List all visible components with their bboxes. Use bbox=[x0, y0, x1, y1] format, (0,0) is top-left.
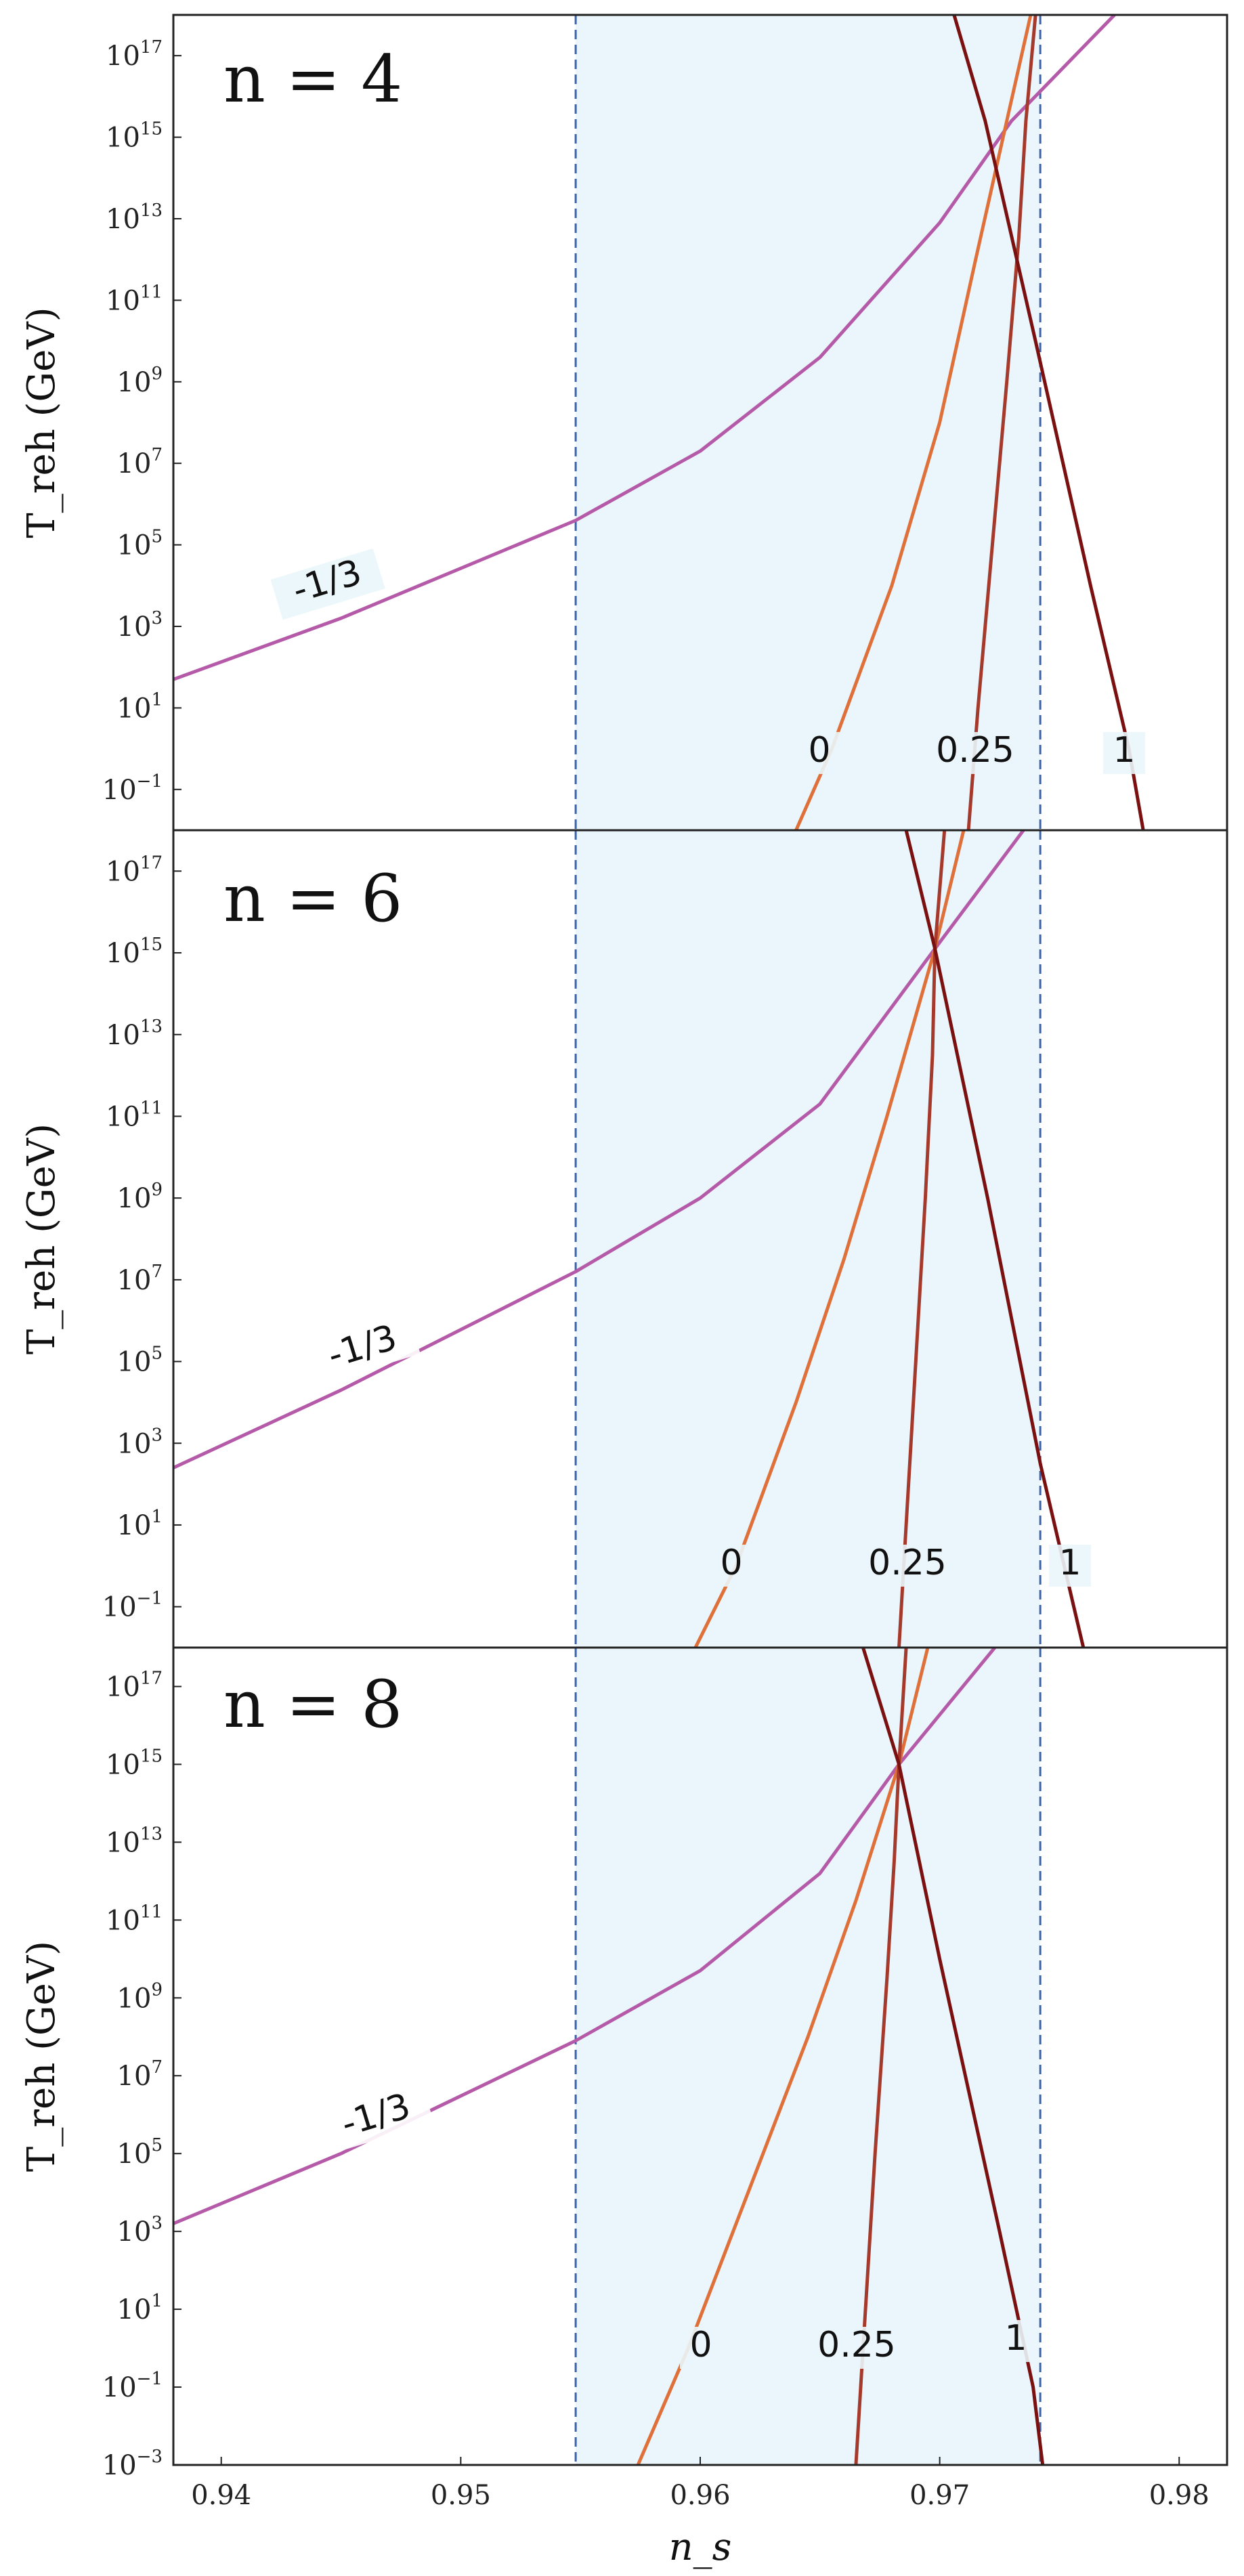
y-tick-label: 107 bbox=[117, 1262, 163, 1296]
y-tick-label: 1011 bbox=[106, 1902, 163, 1936]
panel-3: 10−3 10−1 101 103 105 107 109 1011 1013 1015 1017 0… bbox=[20, 1646, 1228, 2569]
curve-label-0: 0 bbox=[710, 1543, 752, 1587]
y-tick-label: 107 bbox=[117, 445, 163, 479]
series-line-0.25 bbox=[966, 15, 1037, 830]
y-tick-label: 1013 bbox=[106, 200, 163, 235]
panel-2: 10−1 101 103 105 107 109 1011 1013 1015 1017 T_reh… bbox=[20, 829, 1228, 1649]
series-line-1 bbox=[861, 1648, 1045, 2465]
y-tick-label: 101 bbox=[117, 689, 163, 724]
y-tick-label: 10−1 bbox=[102, 1589, 163, 1623]
y-tick-label: 1017 bbox=[106, 37, 163, 72]
svg-text:0.25: 0.25 bbox=[868, 1543, 947, 1583]
y-tick-label: 1017 bbox=[106, 1668, 163, 1702]
svg-text:1: 1 bbox=[1058, 1543, 1081, 1583]
x-tick-label: 0.96 bbox=[670, 2480, 730, 2511]
y-tick-label: 1011 bbox=[106, 282, 163, 316]
curve-label-0: 0 bbox=[680, 2325, 722, 2369]
y-tick-label: 103 bbox=[117, 2213, 163, 2248]
y-tick-label: 1013 bbox=[106, 1016, 163, 1051]
y-tick-label: 10−3 bbox=[102, 2447, 163, 2481]
y-tick-label: 1015 bbox=[106, 1746, 163, 1780]
curve-label-0.25: 0.25 bbox=[854, 1543, 961, 1587]
svg-text:0.25: 0.25 bbox=[936, 730, 1014, 771]
shaded-band bbox=[576, 830, 1041, 1648]
shaded-band bbox=[576, 15, 1041, 830]
y-tick-label: 107 bbox=[117, 2057, 163, 2092]
y-tick-label: 109 bbox=[117, 1180, 163, 1214]
curve-label-1: 1 bbox=[1103, 730, 1145, 774]
y-tick-label: 1015 bbox=[106, 935, 163, 969]
curve-label--1/3: -1/3 bbox=[305, 1313, 421, 1386]
plot-frame bbox=[172, 1646, 1228, 2466]
y-tick-label: 1017 bbox=[106, 853, 163, 887]
curve-label-1: 1 bbox=[995, 2318, 1037, 2362]
y-axis-label: T_reh (GeV) bbox=[20, 307, 64, 538]
curve-label-1: 1 bbox=[1049, 1543, 1091, 1587]
panel-1: 10−1 101 103 105 107 109 1011 1013 1015 1017 T_reh… bbox=[20, 14, 1228, 832]
y-tick-label: 109 bbox=[117, 1979, 163, 2014]
y-tick-label: 1011 bbox=[106, 1098, 163, 1132]
panel-title: n = 6 bbox=[223, 861, 402, 937]
svg-text:-1/3: -1/3 bbox=[337, 2086, 415, 2145]
y-tick-label: 103 bbox=[117, 1425, 163, 1459]
x-tick-label: 0.94 bbox=[191, 2480, 251, 2511]
y-tick-label: 109 bbox=[117, 364, 163, 398]
svg-text:1: 1 bbox=[1113, 730, 1135, 771]
svg-text:0.25: 0.25 bbox=[817, 2325, 896, 2365]
panel-title: n = 8 bbox=[223, 1667, 402, 1742]
curve-label-0: 0 bbox=[798, 730, 840, 774]
svg-text:-1/3: -1/3 bbox=[323, 1317, 402, 1376]
x-axis-label: n_s bbox=[669, 2525, 732, 2569]
curve-label--1/3: -1/3 bbox=[319, 2082, 434, 2154]
svg-text:-1/3: -1/3 bbox=[288, 552, 366, 611]
y-tick-label: 10−1 bbox=[102, 771, 163, 806]
svg-text:0: 0 bbox=[720, 1543, 742, 1583]
y-tick-label: 1015 bbox=[106, 119, 163, 154]
y-tick-label: 105 bbox=[117, 527, 163, 561]
curve-label-0.25: 0.25 bbox=[803, 2325, 910, 2369]
svg-text:1: 1 bbox=[1004, 2318, 1027, 2359]
y-tick-label: 1013 bbox=[106, 1824, 163, 1858]
svg-text:0: 0 bbox=[808, 730, 830, 771]
panel-title: n = 4 bbox=[223, 41, 402, 117]
svg-text:0: 0 bbox=[689, 2325, 712, 2365]
x-tick-label: 0.97 bbox=[909, 2480, 970, 2511]
series-line--1/3 bbox=[173, 15, 1116, 681]
y-tick-label: 103 bbox=[117, 608, 163, 643]
y-axis-label: T_reh (GeV) bbox=[20, 1123, 64, 1354]
y-tick-label: 101 bbox=[117, 2291, 163, 2325]
curve-label-0.25: 0.25 bbox=[922, 730, 1029, 774]
x-tick-label: 0.98 bbox=[1149, 2480, 1209, 2511]
y-axis-label: T_reh (GeV) bbox=[20, 1941, 64, 2172]
y-tick-label: 101 bbox=[117, 1507, 163, 1541]
y-tick-label: 105 bbox=[117, 2135, 163, 2170]
y-tick-label: 105 bbox=[117, 1344, 163, 1378]
x-tick-label: 0.95 bbox=[431, 2480, 491, 2511]
y-tick-label: 10−1 bbox=[102, 2369, 163, 2403]
